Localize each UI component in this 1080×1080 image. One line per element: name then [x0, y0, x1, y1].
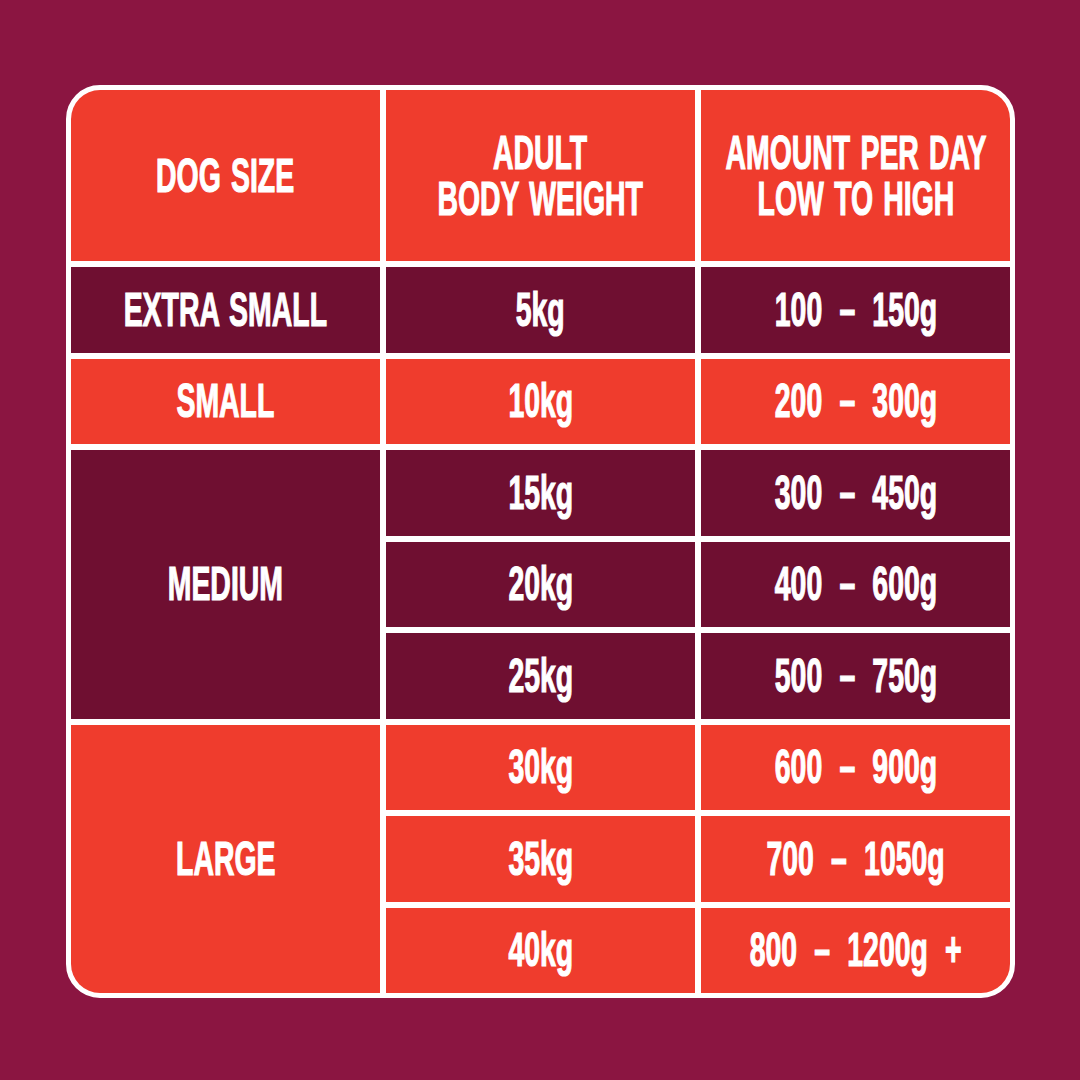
amount-value: 800 – 1200g + [750, 927, 962, 973]
weight-cell: 40kg [386, 908, 695, 994]
size-cell-large: LARGE [71, 725, 380, 994]
size-label: LARGE [176, 836, 275, 882]
amount-value: 500 – 750g [774, 653, 936, 699]
header-cell-dog-size: DOG SIZE [71, 90, 380, 261]
amount-cell: 600 – 900g [701, 725, 1010, 811]
weight-value: 40kg [508, 927, 573, 973]
weight-cell: 20kg [386, 542, 695, 628]
weight-cell: 10kg [386, 359, 695, 445]
header-cell-body-weight: ADULT BODY WEIGHT [386, 90, 695, 261]
weight-value: 35kg [508, 836, 573, 882]
weight-value: 25kg [508, 653, 573, 699]
size-cell-extra-small: EXTRA SMALL [71, 267, 380, 353]
weight-value: 10kg [508, 378, 573, 424]
weight-value: 30kg [508, 744, 573, 790]
size-label: EXTRA SMALL [124, 287, 327, 333]
header-label-amount: AMOUNT PER DAY LOW TO HIGH [725, 130, 986, 221]
amount-cell: 500 – 750g [701, 633, 1010, 719]
amount-cell: 700 – 1050g [701, 816, 1010, 902]
header-cell-amount: AMOUNT PER DAY LOW TO HIGH [701, 90, 1010, 261]
amount-value: 300 – 450g [774, 470, 936, 516]
size-label: MEDIUM [168, 561, 283, 607]
header-label-body-weight: ADULT BODY WEIGHT [438, 130, 643, 221]
amount-cell: 100 – 150g [701, 267, 1010, 353]
amount-cell: 200 – 300g [701, 359, 1010, 445]
size-cell-medium: MEDIUM [71, 450, 380, 719]
page-background: { "colors": { "background": "#8B1541", "… [0, 0, 1080, 1080]
size-cell-small: SMALL [71, 359, 380, 445]
weight-cell: 35kg [386, 816, 695, 902]
amount-cell: 800 – 1200g + [701, 908, 1010, 994]
feeding-guide-table: DOG SIZE ADULT BODY WEIGHT AMOUNT PER DA… [66, 85, 1015, 998]
size-label: SMALL [177, 378, 275, 424]
amount-value: 700 – 1050g [766, 836, 944, 882]
amount-value: 400 – 600g [774, 561, 936, 607]
header-label-dog-size: DOG SIZE [156, 153, 294, 199]
amount-cell: 300 – 450g [701, 450, 1010, 536]
amount-value: 600 – 900g [774, 744, 936, 790]
amount-value: 200 – 300g [774, 378, 936, 424]
weight-cell: 15kg [386, 450, 695, 536]
amount-value: 100 – 150g [774, 287, 936, 333]
weight-value: 20kg [508, 561, 573, 607]
weight-value: 5kg [516, 287, 565, 333]
weight-cell: 25kg [386, 633, 695, 719]
weight-cell: 5kg [386, 267, 695, 353]
weight-value: 15kg [508, 470, 573, 516]
amount-cell: 400 – 600g [701, 542, 1010, 628]
weight-cell: 30kg [386, 725, 695, 811]
